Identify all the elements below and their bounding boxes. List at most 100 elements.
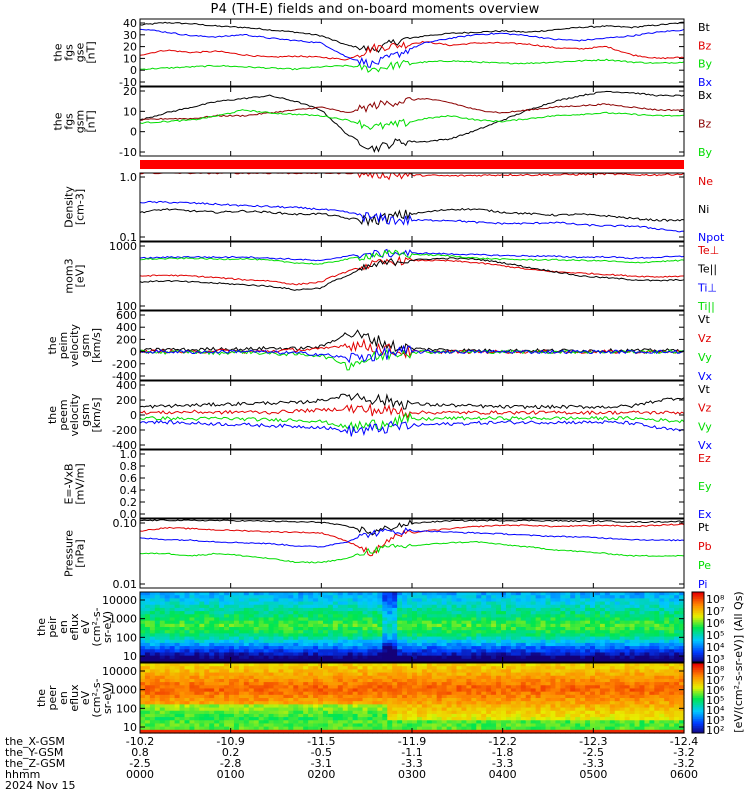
panel-peim_velocity: 6004002000-200-400thepeimvelocitygsm[km/…: [46, 309, 713, 383]
legend-Vx: Vx: [698, 439, 713, 452]
series-line-Te: [140, 258, 684, 291]
plot-title: P4 (TH-E) fields and on-board moments ov…: [0, 2, 750, 17]
series-line-Ni: [140, 209, 684, 225]
series-line-Pb: [140, 524, 684, 556]
y-axis-label-line: [nT]: [85, 110, 98, 132]
panel-fgs_gsm: 20 10 0 -10 thefgsgsm[nT] Bx Bz By: [52, 85, 713, 159]
y-tick-label: 10: [123, 650, 137, 663]
y-axis-label: Density[cm-3]: [63, 186, 87, 228]
legend-Bz: Bz: [698, 39, 712, 52]
panel-peir_en_eflux: 10000100010010thepeirenefluxeV(cm²-s-sr-…: [35, 592, 685, 663]
y-tick-label: 100: [116, 631, 137, 644]
legend-Te: Te⊥: [697, 244, 719, 257]
y-axis-label: thefgsgse[nT]: [52, 41, 98, 63]
y-tick-label: 600: [116, 309, 137, 322]
legend-Vt: Vt: [698, 313, 711, 326]
legend-Bx: Bx: [698, 89, 713, 102]
y-axis-label-line: [mV/m]: [74, 463, 87, 504]
legend-By: By: [698, 58, 713, 71]
legend-Vy: Vy: [698, 351, 712, 364]
y-tick-label: -200: [112, 424, 137, 437]
y-axis-label-line: [nPa]: [74, 539, 87, 567]
y-axis-label-line: [eV]: [74, 265, 87, 288]
y-tick-label: 10000: [102, 594, 137, 607]
y-axis-label: thepeirenefluxeV(cm²-s-sr-eV): [35, 607, 114, 646]
legend-By: By: [698, 146, 713, 159]
y-axis-label-line: [cm-3]: [74, 189, 87, 225]
series-line-Bx: [140, 29, 684, 67]
panel-frame: [140, 173, 684, 241]
series-line-Pi: [140, 528, 684, 547]
y-tick-label: 200: [116, 394, 137, 407]
panel-frame: [140, 19, 684, 86]
y-axis-label: thepeimvelocitygsm[km/s]: [46, 324, 103, 367]
y-axis-label-line: sr-eV): [101, 611, 114, 643]
y-tick-label: 10: [123, 105, 137, 118]
series-line-Vx: [140, 421, 684, 437]
y-tick-label: 400: [116, 379, 137, 392]
legend-Pt: Pt: [698, 521, 710, 534]
series-line-Vy: [140, 350, 684, 370]
legend-Ti: Ti||: [697, 300, 715, 313]
y-axis-label: Pressure[nPa]: [63, 530, 87, 577]
legend-Pi: Pi: [698, 578, 707, 591]
legend-Bt: Bt: [698, 21, 711, 34]
y-tick-label: 0: [130, 409, 137, 422]
panel-frame: [140, 311, 684, 380]
panel-frame: [140, 381, 684, 449]
y-tick-label: 0.01: [113, 578, 138, 591]
legend-Ex: Ex: [698, 508, 712, 521]
panel-peer_en_eflux: 10000100010010thepeerenefluxeV(cm²-s-sr-…: [35, 663, 685, 734]
y-tick-label: -200: [112, 358, 137, 371]
legend-Bx: Bx: [698, 76, 713, 89]
mode-flag-bar: [140, 160, 684, 169]
legend-Ne: Ne: [698, 175, 713, 188]
legend-Vz: Vz: [698, 332, 712, 345]
legend-Ni: Ni: [698, 203, 709, 216]
series-line-By: [140, 110, 684, 130]
y-axis-label: thepeemvelocitygsm[km/s]: [46, 393, 103, 436]
panel-pressure: 0.10 0.01 Pressure[nPa] Pt Pb Pe Pi: [63, 517, 712, 591]
legend-Ti: Ti⊥: [697, 281, 717, 294]
legend-Pe: Pe: [698, 559, 711, 572]
y-tick-label: 0: [130, 346, 137, 359]
y-axis-label: E=-VxB[mV/m]: [63, 463, 87, 504]
legend-Ez: Ez: [698, 452, 711, 465]
y-tick-label: -10: [119, 146, 137, 159]
legend-Vt: Vt: [698, 383, 711, 396]
y-tick-label: 0.10: [113, 517, 138, 530]
y-tick-label: 0: [130, 126, 137, 139]
series-line-Vy: [140, 413, 684, 430]
series-line-By: [140, 59, 684, 72]
y-tick-label: 1.0: [120, 171, 138, 184]
legend-Npot: Npot: [698, 231, 725, 244]
y-axis-label-line: [km/s]: [90, 328, 103, 363]
panel-frame: [140, 450, 684, 518]
series-line-Npot: [140, 201, 684, 232]
legend-Vx: Vx: [698, 370, 713, 383]
y-tick-label: 20: [123, 85, 137, 98]
series-line-Bz: [140, 42, 684, 61]
series-line-Pe: [140, 542, 684, 563]
legend-Te: Te||: [697, 263, 717, 276]
y-axis-label-line: [nT]: [85, 41, 98, 63]
legend-Vz: Vz: [698, 402, 712, 415]
y-tick-label: 200: [116, 333, 137, 346]
y-axis-label: mom3[eV]: [63, 258, 87, 293]
y-tick-label: 400: [116, 321, 137, 334]
legend-Bz: Bz: [698, 118, 712, 131]
legend-Ey: Ey: [698, 480, 712, 493]
panel-peem_velocity: 4002000-200-400thepeemvelocitygsm[km/s]V…: [46, 379, 713, 452]
legend-Pb: Pb: [698, 540, 712, 553]
y-axis-label-line: [km/s]: [90, 397, 103, 432]
legend-Vy: Vy: [698, 420, 712, 433]
y-axis-label: thefgsgsm[nT]: [52, 110, 98, 133]
series-line-Vt: [140, 394, 684, 409]
y-tick-label: 1000: [109, 240, 137, 253]
